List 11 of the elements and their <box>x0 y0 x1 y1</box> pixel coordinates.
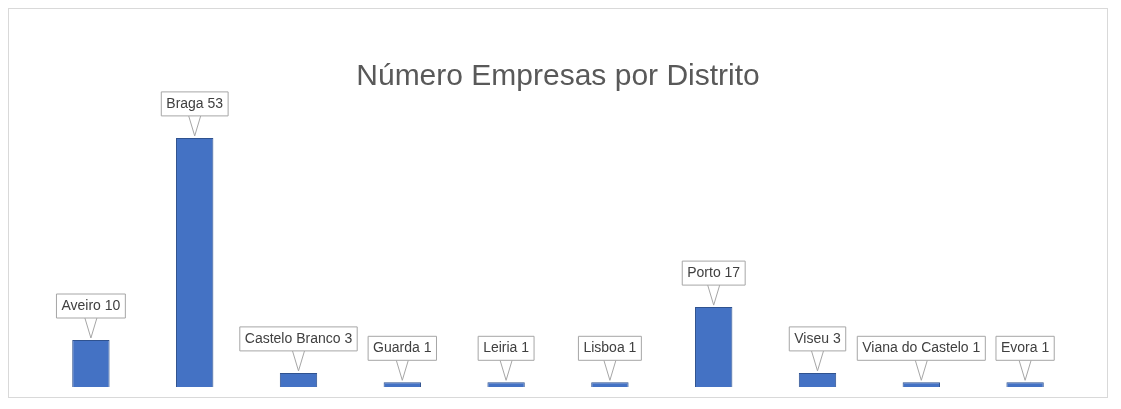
data-label: Castelo Branco 3 <box>244 329 353 346</box>
data-label: Viseu 3 <box>794 329 841 346</box>
data-label: Lisboa 1 <box>583 339 637 356</box>
data-label: Viana do Castelo 1 <box>862 339 981 356</box>
data-label: Evora 1 <box>1000 339 1050 356</box>
data-label: Guarda 1 <box>373 339 432 356</box>
data-label: Braga 53 <box>166 94 224 111</box>
chart-title: Número Empresas por Distrito <box>356 58 760 92</box>
data-label: Porto 17 <box>687 263 741 280</box>
data-label: Aveiro 10 <box>61 296 121 313</box>
data-label: Leiria 1 <box>483 339 530 356</box>
